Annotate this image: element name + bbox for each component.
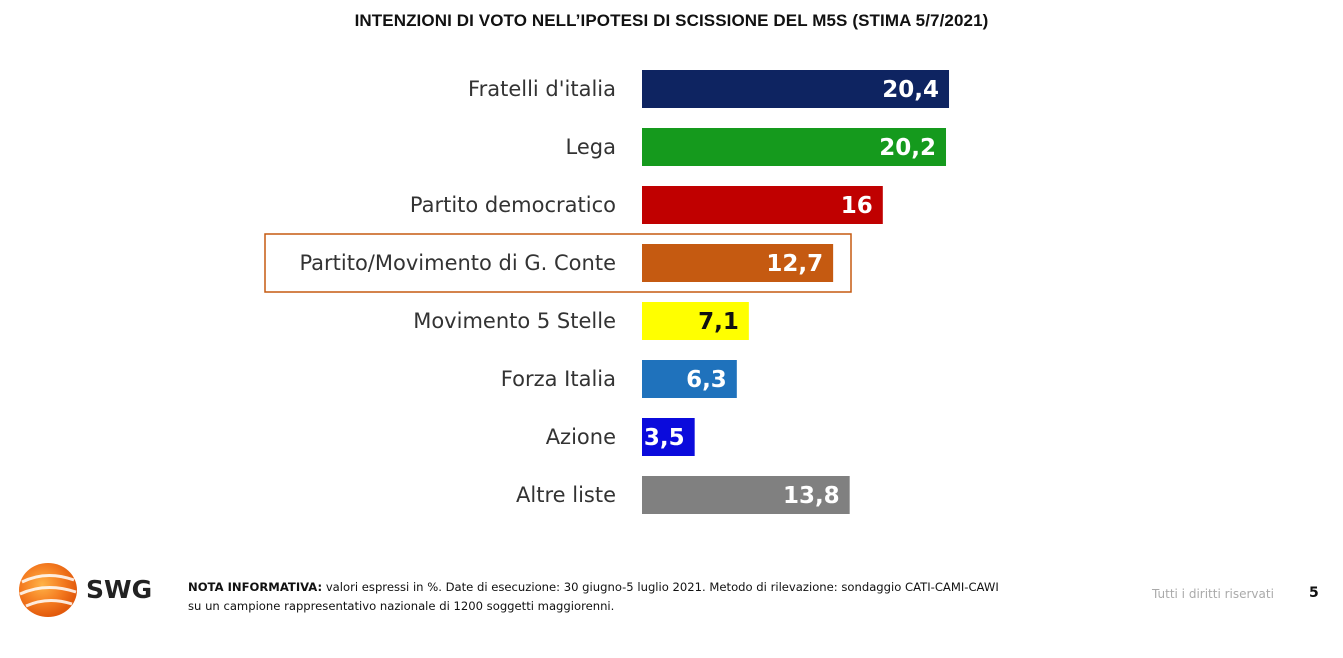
category-label-lega: Lega [566, 135, 616, 159]
info-note: NOTA INFORMATIVA: valori espressi in %. … [188, 578, 1088, 616]
bar-forza-italia [642, 360, 737, 398]
bar-partito-movimento-di-g-conte [642, 244, 834, 282]
value-label-movimento-5-stelle: 7,1 [698, 309, 739, 335]
bar-fratelli-d-italia [642, 70, 950, 108]
category-label-forza-italia: Forza Italia [501, 367, 616, 391]
bar-altre-liste [642, 476, 850, 514]
category-label-partito-democratico: Partito democratico [410, 193, 616, 217]
bar-movimento-5-stelle [642, 302, 749, 340]
swg-logo-icon [19, 563, 77, 617]
value-label-fratelli-d-italia: 20,4 [882, 77, 939, 103]
category-label-altre-liste: Altre liste [516, 483, 616, 507]
chart-title: INTENZIONI DI VOTO NELL’IPOTESI DI SCISS… [354, 11, 989, 30]
bar-chart: Fratelli d'italia 20,4 Lega 20,2 Partito dem… [264, 70, 950, 514]
note-line-2: su un campione rappresentativo nazionale… [188, 599, 615, 613]
logo-text: SWG [86, 575, 153, 604]
category-label-movimento-5-stelle: Movimento 5 Stelle [413, 309, 616, 333]
rights-text: Tutti i diritti riservati [1152, 587, 1274, 601]
category-label-azione: Azione [546, 425, 616, 449]
bar-lega [642, 128, 947, 166]
category-label-fratelli-d-italia: Fratelli d'italia [468, 77, 616, 101]
value-label-lega: 20,2 [879, 135, 936, 161]
page-number: 5 [1309, 585, 1319, 601]
value-label-partito-democratico: 16 [841, 193, 873, 219]
note-line-1: valori espressi in %. Date di esecuzione… [322, 580, 999, 594]
bar-azione [642, 418, 695, 456]
value-label-azione: 3,5 [644, 425, 685, 451]
value-label-forza-italia: 6,3 [686, 367, 727, 393]
value-label-altre-liste: 13,8 [783, 483, 840, 509]
value-label-partito-movimento-di-g-conte: 12,7 [766, 251, 823, 277]
highlight-box [264, 233, 852, 293]
note-label: NOTA INFORMATIVA: [188, 580, 323, 594]
category-label-partito-movimento-di-g-conte: Partito/Movimento di G. Conte [299, 251, 616, 275]
bar-partito-democratico [642, 186, 883, 224]
